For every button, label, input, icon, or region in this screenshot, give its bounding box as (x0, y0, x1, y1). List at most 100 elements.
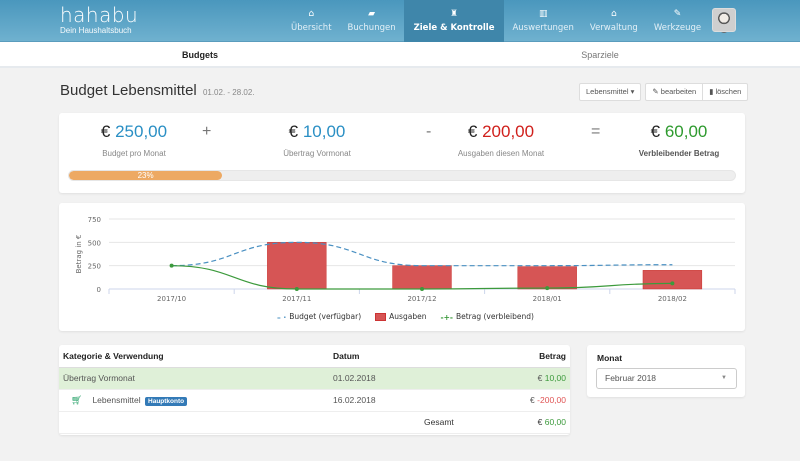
svg-text:750: 750 (88, 216, 101, 224)
currency-symbol: € (650, 122, 661, 141)
budget-label: Budget pro Monat (102, 149, 166, 158)
nav-buchungen[interactable]: ▰ Buchungen (340, 0, 404, 42)
delete-button[interactable]: ▮ löschen (703, 83, 749, 101)
row-category: 🛒︎ Lebensmittel Hauptkonto (59, 389, 329, 412)
remaining-label: Verbleibender Betrag (638, 149, 720, 158)
nav-verwaltung[interactable]: ⌂ Verwaltung (582, 0, 646, 42)
brand-logo[interactable]: hahabu Dein Haushaltsbuch (60, 4, 138, 36)
nav-label: Übersicht (291, 22, 332, 33)
currency-symbol: € (467, 122, 478, 141)
brand-tagline: Dein Haushaltsbuch (60, 26, 132, 35)
month-title: Monat (597, 353, 623, 363)
nav-ziele-kontrolle[interactable]: ♜ Ziele & Kontrolle (403, 0, 505, 42)
bar-chart-icon: ▥ (538, 8, 548, 19)
carryover-label: Übertrag Vormonat (283, 149, 351, 158)
legend-budget[interactable]: – · Budget (verfügbar) (277, 312, 362, 322)
expenses-label: Ausgaben diesen Monat (457, 149, 545, 158)
legend-ausgaben[interactable]: Ausgaben (375, 312, 426, 322)
row-date: 01.02.2018 (329, 367, 469, 390)
tab-budgets[interactable]: Budgets (182, 50, 218, 60)
shopping-cart-icon: 🛒︎ (71, 394, 83, 405)
nav-label: Auswertungen (512, 22, 574, 33)
edit-label: bearbeiten (660, 87, 697, 96)
row-amount: € 10,00 (469, 367, 570, 390)
account-badge: Hauptkonto (145, 396, 188, 406)
chevron-down-icon: ▼ (721, 375, 727, 381)
stat-carryover: € 10,00 Übertrag Vormonat (242, 121, 392, 158)
page-title: Budget Lebensmittel 01.02. - 28.02. (60, 82, 255, 99)
budget-progress-bar: 23% (68, 170, 736, 181)
caret-down-icon: ▾ (630, 87, 635, 96)
header-date: Datum (329, 345, 469, 368)
nav-label: Ziele & Kontrolle (413, 22, 495, 33)
wrench-icon: ✎ (673, 8, 682, 19)
carryover-value: 10,00 (302, 122, 346, 141)
category-dropdown-label: Lebensmittel (586, 87, 629, 96)
table-row[interactable]: 🛒︎ Lebensmittel Hauptkonto 16.02.2018 € -… (59, 389, 570, 412)
page-actions: Lebensmittel ▾ ✎ bearbeiten ▮ löschen (579, 83, 749, 101)
total-value: 60,00 (544, 417, 566, 427)
legend-label: Budget (verfügbar) (289, 312, 362, 321)
nav-label: Buchungen (347, 22, 396, 33)
svg-text:2018/02: 2018/02 (658, 295, 687, 303)
category-name: Lebensmittel (92, 394, 141, 405)
month-selector-card: Monat Februar 2018 ▼ (587, 345, 745, 397)
transactions-table: Kategorie & Verwendung Datum Betrag Über… (59, 345, 570, 434)
svg-text:2017/12: 2017/12 (407, 295, 436, 303)
month-selected-value: Februar 2018 (605, 373, 657, 383)
nav-label: Verwaltung (589, 22, 638, 33)
amount-value: 10,00 (544, 373, 566, 383)
pencil-icon: ✎ (652, 87, 659, 96)
brand-name: hahabu (60, 3, 139, 27)
row-category: Übertrag Vormonat (59, 367, 329, 390)
plus-operator: + (202, 123, 212, 140)
chart-legend: – · Budget (verfügbar) Ausgaben -+- Betrag… (277, 312, 534, 322)
svg-text:0: 0 (97, 286, 101, 294)
bank-icon: ⌂ (611, 8, 617, 19)
nav-werkzeuge[interactable]: ✎ Werkzeuge (646, 0, 709, 42)
tab-sparziele[interactable]: Sparziele (581, 50, 619, 60)
expenses-value: 200,00 (482, 122, 535, 141)
currency-symbol: € (537, 417, 543, 427)
header-amount: Betrag (469, 345, 570, 368)
budget-chart-card: 0 250 500 750 2017/10 2017/11 2017/12 2018/01 20… (59, 203, 745, 331)
svg-text:Betrag in €: Betrag in € (75, 235, 83, 274)
transactions-table-card: Kategorie & Verwendung Datum Betrag Über… (59, 345, 570, 435)
currency-symbol: € (530, 395, 535, 405)
svg-text:2017/11: 2017/11 (282, 295, 311, 303)
nav-label: Werkzeuge (653, 22, 702, 33)
stat-budget: € 250,00 Budget pro Monat (59, 121, 209, 158)
page-title-text: Budget Lebensmittel (60, 82, 197, 99)
total-amount: € 60,00 (469, 411, 570, 434)
currency-symbol: € (100, 122, 111, 141)
minus-operator: - (426, 123, 432, 140)
empty-cell (59, 411, 329, 434)
table-row[interactable]: Übertrag Vormonat 01.02.2018 € 10,00 (59, 367, 570, 390)
book-icon: ▰ (368, 8, 376, 19)
svg-text:2018/01: 2018/01 (533, 295, 562, 303)
month-select[interactable]: Februar 2018 ▼ (596, 368, 737, 389)
total-label: Gesamt (329, 411, 469, 434)
svg-text:500: 500 (88, 239, 101, 247)
edit-button[interactable]: ✎ bearbeiten (645, 83, 704, 101)
delete-label: löschen (715, 87, 742, 96)
top-navbar: hahabu Dein Haushaltsbuch ⌂ Übersicht ▰ … (0, 0, 800, 42)
header-category: Kategorie & Verwendung (59, 345, 329, 368)
nav-auswertungen[interactable]: ▥ Auswertungen (504, 0, 581, 42)
nav-uebersicht[interactable]: ⌂ Übersicht (283, 0, 340, 42)
legend-label: Ausgaben (389, 312, 427, 321)
remaining-value: 60,00 (664, 122, 708, 141)
category-dropdown-button[interactable]: Lebensmittel ▾ (579, 83, 642, 101)
currency-symbol: € (537, 373, 543, 383)
home-icon: ⌂ (308, 8, 315, 19)
row-amount: € -200,00 (469, 389, 570, 412)
budget-history-chart: 0 250 500 750 2017/10 2017/11 2017/12 2018/01 20… (75, 216, 736, 303)
stat-remaining: € 60,00 Verbleibender Betrag (604, 121, 754, 158)
legend-betrag[interactable]: -+- Betrag (verbleibend) (440, 312, 534, 322)
svg-text:250: 250 (88, 263, 101, 271)
user-avatar[interactable] (712, 8, 736, 32)
date-range: 01.02. - 28.02. (202, 88, 255, 97)
svg-text:2017/10: 2017/10 (157, 295, 186, 303)
trash-icon: ▮ (709, 87, 714, 96)
stat-expenses: € 200,00 Ausgaben diesen Monat (426, 121, 576, 158)
